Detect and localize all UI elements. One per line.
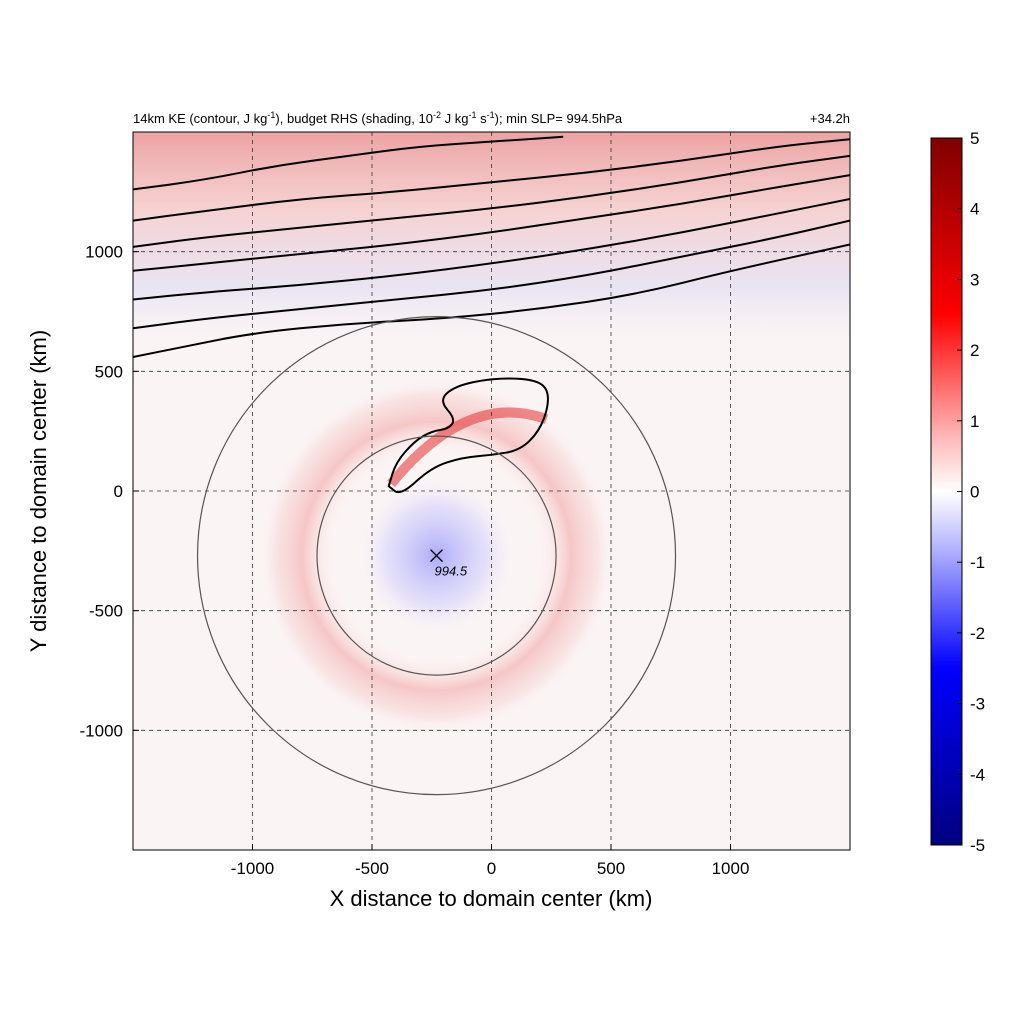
- rainband-shading: [387, 407, 549, 487]
- colorbar-tick-label: -2: [970, 624, 985, 643]
- ke-contour-line: [133, 198, 850, 301]
- x-axis-title: X distance to domain center (km): [330, 886, 653, 911]
- chart-title-right: +34.2h: [810, 111, 850, 126]
- y-tick-label: 0: [114, 482, 123, 501]
- ke-contour-line: [133, 135, 564, 191]
- colorbar-gradient: [930, 137, 963, 846]
- y-axis: -1000 -500 0 500 1000: [80, 243, 139, 740]
- contour-layer: [133, 135, 850, 494]
- ke-contour-line: [133, 154, 850, 248]
- range-circle: [196, 316, 677, 796]
- y-tick-label: -1000: [80, 721, 123, 740]
- ke-contour-line: [133, 174, 850, 272]
- colorbar-tick-label: 0: [970, 483, 979, 502]
- y-tick-label: 500: [95, 362, 123, 381]
- colorbar-tick-label: 2: [970, 341, 979, 360]
- range-circle: [316, 435, 557, 676]
- x-tick-label: 500: [597, 859, 625, 878]
- chart-title-left: 14km KE (contour, J kg-1), budget RHS (s…: [133, 110, 623, 126]
- colorbar: 5 4 3 2 1 0 -1 -2 -3 -4 -5: [930, 129, 985, 855]
- y-axis-title: Y distance to domain center (km): [26, 330, 51, 652]
- colorbar-tick-label: -5: [970, 836, 985, 855]
- colorbar-tick-label: -4: [970, 765, 985, 784]
- x-tick-label: 1000: [712, 859, 750, 878]
- marker-layer: 994.5: [430, 549, 468, 579]
- colorbar-tick-label: 1: [970, 412, 979, 431]
- center-marker-x-icon: [430, 549, 443, 563]
- center-marker-label: 994.5: [435, 564, 468, 579]
- circle-layer: [196, 316, 677, 796]
- colorbar-tick-label: -1: [970, 553, 985, 572]
- colorbar-ticks: 5 4 3 2 1 0 -1 -2 -3 -4 -5: [957, 129, 985, 855]
- ke-contour-line: [133, 219, 850, 330]
- x-axis: -1000 -500 0 500 1000: [231, 844, 750, 878]
- ke-contour-storm: [387, 377, 549, 494]
- colorbar-tick-label: -3: [970, 695, 985, 714]
- ke-contour-line: [133, 243, 850, 358]
- plot-area: 994.5: [133, 132, 850, 850]
- x-tick-label: -1000: [231, 859, 274, 878]
- chart-title: 14km KE (contour, J kg-1), budget RHS (s…: [133, 110, 850, 126]
- y-tick-label: -500: [89, 602, 123, 621]
- colorbar-tick-label: 3: [970, 270, 979, 289]
- colorbar-tick-label: 5: [970, 129, 979, 148]
- colorbar-tick-label: 4: [970, 200, 979, 219]
- y-tick-label: 1000: [85, 243, 123, 262]
- ke-contour-line: [133, 138, 850, 222]
- x-tick-label: -500: [355, 859, 389, 878]
- x-tick-label: 0: [487, 859, 496, 878]
